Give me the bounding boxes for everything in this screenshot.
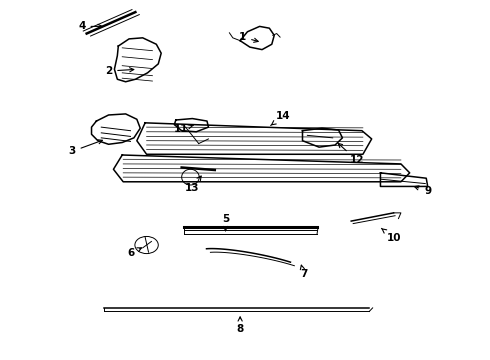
Text: 12: 12 <box>338 143 364 165</box>
Text: 2: 2 <box>105 66 134 76</box>
Text: 6: 6 <box>127 248 142 258</box>
Text: 13: 13 <box>185 176 201 193</box>
Text: 7: 7 <box>300 265 307 279</box>
Text: 10: 10 <box>381 228 401 243</box>
Text: 1: 1 <box>239 32 258 42</box>
Text: 4: 4 <box>78 21 102 31</box>
Text: 9: 9 <box>415 186 431 196</box>
Text: 14: 14 <box>270 111 290 125</box>
Text: 5: 5 <box>222 214 229 231</box>
Text: 8: 8 <box>237 317 244 334</box>
Text: 3: 3 <box>69 140 102 157</box>
Text: 11: 11 <box>173 124 194 134</box>
